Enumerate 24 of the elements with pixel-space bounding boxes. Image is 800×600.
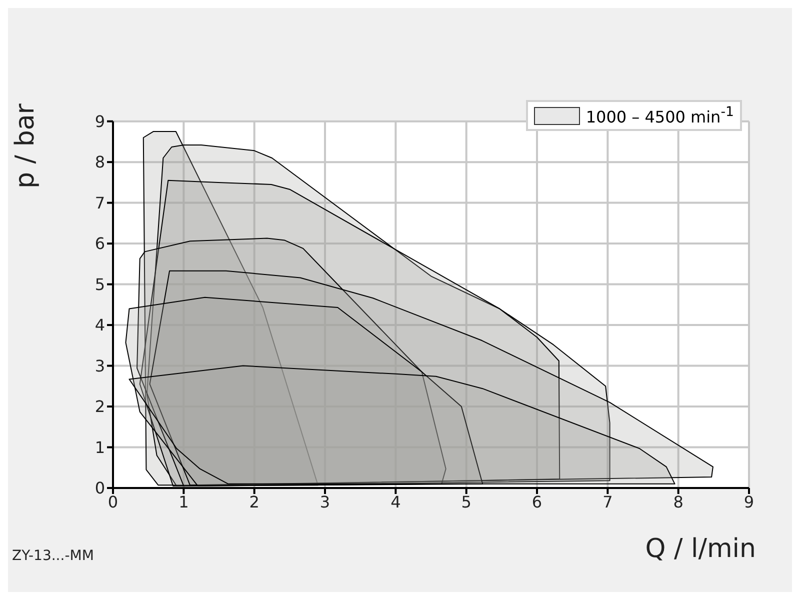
x-tick-label: 2 [249, 492, 260, 512]
text: ZY-13...-MM [12, 548, 94, 564]
x-tick-label: 9 [744, 492, 754, 512]
y-axis-title: p / bar [10, 104, 40, 188]
x-axis-title: Q / l/min [645, 534, 756, 564]
x-tick-label: 1 [178, 492, 189, 512]
y-tick-label: 6 [94, 234, 105, 254]
x-tick-label: 8 [673, 492, 684, 512]
legend-label: 1000 – 4500 min$^{-1}$ [586, 105, 734, 126]
y-tick-label: 7 [94, 193, 105, 212]
y-tick-label: 0 [94, 478, 105, 498]
x-tick-label: 7 [602, 492, 613, 512]
x-tick-label: 4 [390, 492, 401, 512]
y-tick-label: 4 [94, 316, 105, 335]
y-tick-label: 3 [94, 356, 105, 376]
x-tick-label: 0 [108, 492, 118, 512]
x-tick-label: 3 [320, 492, 330, 512]
y-tick-label: 8 [94, 152, 105, 172]
x-tick-label: 6 [532, 492, 542, 512]
y-tick-label: 5 [94, 274, 105, 294]
y-tick-label: 1 [94, 438, 105, 457]
y-tick-label: 9 [94, 112, 105, 132]
x-tick-label: 5 [461, 492, 472, 512]
y-tick-label: 2 [94, 397, 105, 416]
